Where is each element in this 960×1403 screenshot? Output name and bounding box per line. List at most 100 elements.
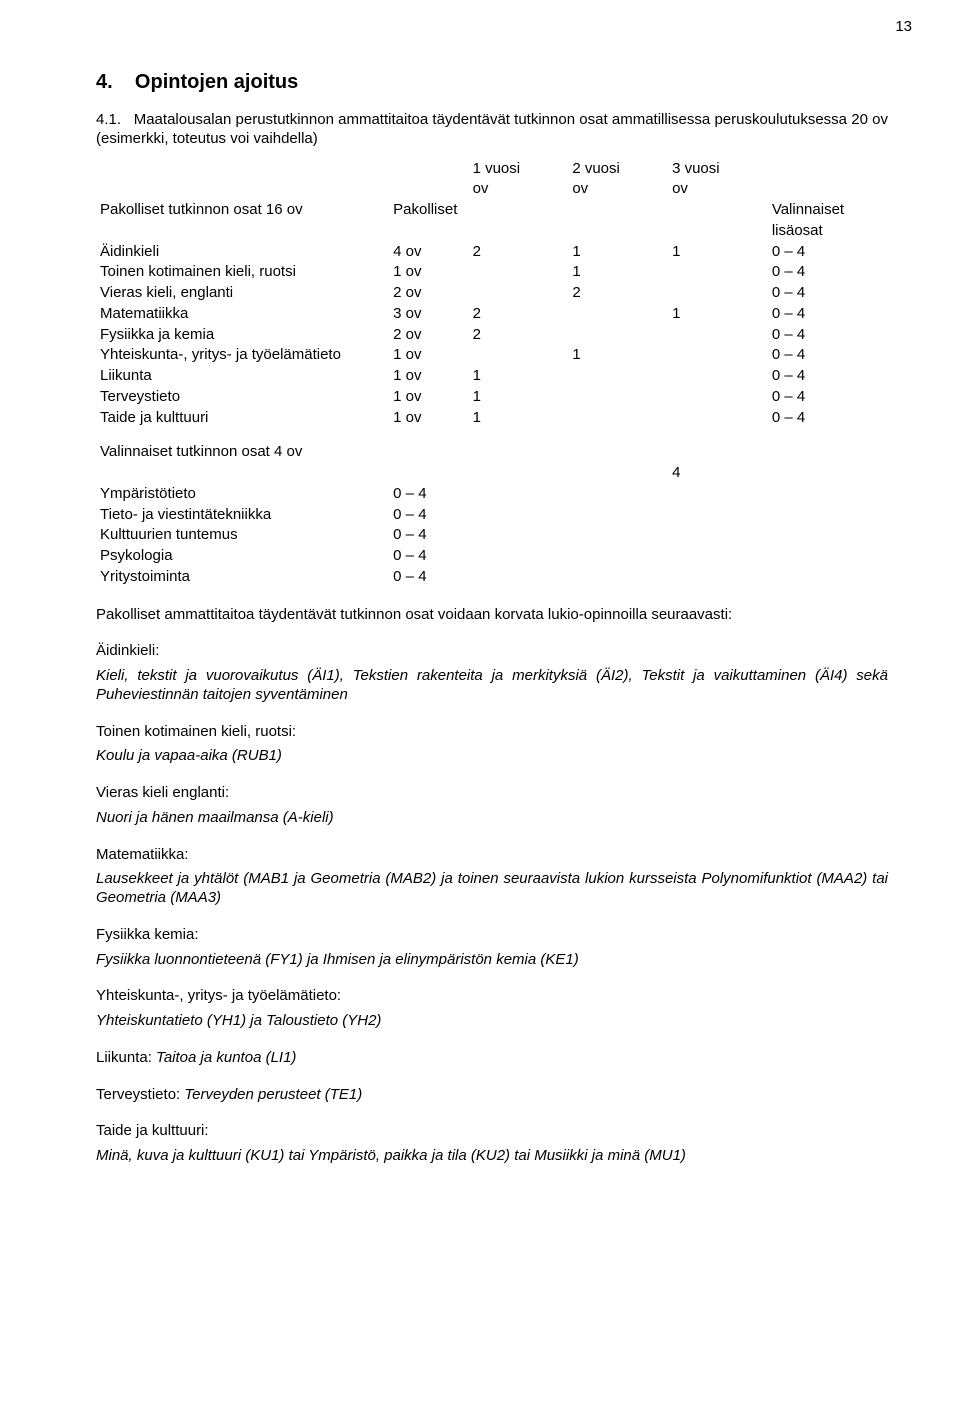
row-ov: 1 ov [389, 345, 468, 366]
row-y3 [668, 345, 768, 366]
left-header-2: Pakolliset [389, 200, 468, 221]
replacement-body: Lausekkeet ja yhtälöt (MAB1 ja Geometria… [96, 870, 888, 908]
optional-row: Ympäristötieto0 – 4 [96, 484, 888, 505]
replacement-title: Vieras kieli englanti: [96, 784, 888, 803]
row-y1 [469, 283, 569, 304]
optional-val: 0 – 4 [389, 484, 468, 505]
replacement-body: Fysiikka luonnontieteenä (FY1) ja Ihmise… [96, 951, 888, 970]
table-header-row-3: Pakolliset tutkinnon osat 16 ov Pakollis… [96, 200, 888, 221]
row-y2 [568, 304, 668, 325]
col-sub-year3: ov [668, 179, 768, 200]
col-header-year2: 2 vuosi [568, 159, 668, 180]
row-lisa: 0 – 4 [768, 408, 888, 429]
replacement-body: Taitoa ja kuntoa (LI1) [156, 1049, 296, 1066]
row-lisa: 0 – 4 [768, 304, 888, 325]
optional-header-row: Valinnaiset tutkinnon osat 4 ov [96, 442, 888, 463]
row-y2 [568, 387, 668, 408]
intro-text: Maatalousalan perustutkinnon ammattitait… [96, 111, 888, 147]
row-name: Taide ja kulttuuri [96, 408, 389, 429]
replacement-block: Toinen kotimainen kieli, ruotsi:Koulu ja… [96, 723, 888, 767]
replacement-body: Yhteiskuntatieto (YH1) ja Taloustieto (Y… [96, 1012, 888, 1031]
replacement-title: Matematiikka: [96, 846, 888, 865]
replacement-body: Kieli, tekstit ja vuorovaikutus (ÄI1), T… [96, 667, 888, 705]
row-ov: 4 ov [389, 242, 468, 263]
optional-name: Ympäristötieto [96, 484, 389, 505]
section-number: 4. [96, 71, 113, 93]
replacement-block: Vieras kieli englanti: Nuori ja hänen maa… [96, 784, 888, 828]
row-lisa: 0 – 4 [768, 325, 888, 346]
row-lisa: 0 – 4 [768, 345, 888, 366]
row-y2 [568, 366, 668, 387]
row-y1: 2 [469, 304, 569, 325]
replacement-body: Nuori ja hänen maailmansa (A-kieli) [96, 809, 888, 828]
row-lisa: 0 – 4 [768, 262, 888, 283]
study-table: 1 vuosi 2 vuosi 3 vuosi ov ov ov Pakolli… [96, 159, 888, 429]
row-y3 [668, 408, 768, 429]
replacement-block: Fysiikka kemia:Fysiikka luonnontieteenä … [96, 926, 888, 970]
row-lisa: 0 – 4 [768, 242, 888, 263]
optional-name: Kulttuurien tuntemus [96, 525, 389, 546]
row-y3: 1 [668, 242, 768, 263]
replacement-body: Terveyden perusteet (TE1) [184, 1086, 362, 1103]
row-lisa: 0 – 4 [768, 283, 888, 304]
lukio-intro: Pakolliset ammattitaitoa täydentävät tut… [96, 606, 888, 625]
row-y2 [568, 408, 668, 429]
col-sub-year2: ov [568, 179, 668, 200]
row-name: Terveystieto [96, 387, 389, 408]
row-y1 [469, 262, 569, 283]
row-y3 [668, 366, 768, 387]
table-row: Fysiikka ja kemia2 ov20 – 4 [96, 325, 888, 346]
optional-block: Valinnaiset tutkinnon osat 4 ov 4 Ympäri… [96, 442, 888, 587]
right-header-2: lisäosat [768, 221, 888, 242]
row-y1 [469, 345, 569, 366]
left-header-1: Pakolliset tutkinnon osat 16 ov [96, 200, 389, 221]
table-row: Vieras kieli, englanti2 ov20 – 4 [96, 283, 888, 304]
row-y2 [568, 325, 668, 346]
optional-val: 0 – 4 [389, 567, 468, 588]
table-header-row-2: ov ov ov [96, 179, 888, 200]
replacement-body: Minä, kuva ja kulttuuri (KU1) tai Ympäri… [96, 1147, 888, 1166]
optional-row: Tieto- ja viestintätekniikka0 – 4 [96, 505, 888, 526]
table-row: Liikunta1 ov10 – 4 [96, 366, 888, 387]
row-y2: 1 [568, 345, 668, 366]
replacement-title: Terveystieto: [96, 1086, 180, 1103]
optional-val: 0 – 4 [389, 546, 468, 567]
row-y2: 2 [568, 283, 668, 304]
row-name: Liikunta [96, 366, 389, 387]
table-header-row-1: 1 vuosi 2 vuosi 3 vuosi [96, 159, 888, 180]
row-ov: 3 ov [389, 304, 468, 325]
table-row: Matematiikka3 ov2 10 – 4 [96, 304, 888, 325]
page: 13 4. Opintojen ajoitus 4.1. Maatalousal… [0, 0, 960, 1403]
section-title-text: Opintojen ajoitus [135, 71, 298, 93]
col-sub-year1: ov [469, 179, 569, 200]
table-row: Toinen kotimainen kieli, ruotsi1 ov10 – … [96, 262, 888, 283]
replacement-block: Terveystieto: Terveyden perusteet (TE1) [96, 1086, 888, 1105]
replacement-block: Taide ja kulttuuri:Minä, kuva ja kulttuu… [96, 1122, 888, 1166]
optional-total: 4 [668, 463, 768, 484]
row-y3 [668, 283, 768, 304]
row-y3: 1 [668, 304, 768, 325]
row-y2: 1 [568, 262, 668, 283]
replacement-block: Äidinkieli: Kieli, tekstit ja vuorovaikut… [96, 642, 888, 704]
row-name: Matematiikka [96, 304, 389, 325]
row-y3 [668, 387, 768, 408]
row-y3 [668, 262, 768, 283]
row-lisa: 0 – 4 [768, 387, 888, 408]
row-y1: 1 [469, 387, 569, 408]
row-ov: 1 ov [389, 262, 468, 283]
row-y1: 2 [469, 325, 569, 346]
row-y1: 2 [469, 242, 569, 263]
row-y1: 1 [469, 366, 569, 387]
table-header-row-4: lisäosat [96, 221, 888, 242]
optional-name: Tieto- ja viestintätekniikka [96, 505, 389, 526]
replacement-block: Liikunta: Taitoa ja kuntoa (LI1) [96, 1049, 888, 1068]
optional-row: Psykologia0 – 4 [96, 546, 888, 567]
optional-val: 0 – 4 [389, 525, 468, 546]
replacement-title: Äidinkieli: [96, 642, 888, 661]
row-ov: 2 ov [389, 325, 468, 346]
table-row: Terveystieto1 ov10 – 4 [96, 387, 888, 408]
replacement-block: Yhteiskunta-, yritys- ja työelämätieto:Y… [96, 987, 888, 1031]
replacement-title: Liikunta: [96, 1049, 152, 1066]
table-row: Yhteiskunta-, yritys- ja työelämätieto1 … [96, 345, 888, 366]
intro-number: 4.1. [96, 111, 121, 128]
